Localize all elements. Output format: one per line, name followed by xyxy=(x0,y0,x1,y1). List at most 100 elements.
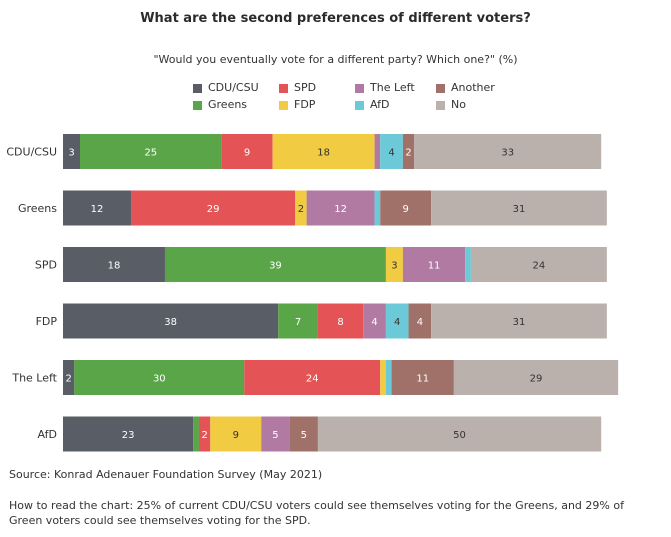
bar-afd-spd xyxy=(198,416,211,452)
bar-spd-fdp xyxy=(385,247,403,282)
chart-title: What are the second preferences of diffe… xyxy=(140,11,531,26)
bar-cdu-csu-spd xyxy=(221,134,273,169)
data-label-cdu-csu-no: 33 xyxy=(501,148,514,159)
data-label-fdp-afd: 4 xyxy=(394,317,400,328)
legend-label-the-left: The Left xyxy=(370,81,415,94)
bar-cdu-csu-afd xyxy=(380,134,403,169)
data-label-fdp-greens: 7 xyxy=(295,317,301,328)
data-label-afd-the-left: 5 xyxy=(272,430,278,441)
legend-label-cdu-csu: CDU/CSU xyxy=(208,81,259,94)
category-label-cdu-csu: CDU/CSU xyxy=(6,146,57,159)
legend-swatch-another xyxy=(436,84,445,93)
data-label-afd-cdu-csu: 23 xyxy=(122,430,135,441)
legend-label-afd: AfD xyxy=(370,98,390,111)
category-label-spd: SPD xyxy=(35,259,57,272)
legend-swatch-cdu-csu xyxy=(193,84,202,93)
bar-greens-cdu-csu xyxy=(63,190,131,226)
bar-cdu-csu-fdp xyxy=(272,134,375,169)
bar-greens-another xyxy=(380,190,432,226)
data-label-afd-another: 5 xyxy=(301,430,307,441)
data-label-the-left-spd: 24 xyxy=(306,374,319,385)
bar-the-left-fdp xyxy=(380,360,386,395)
category-label-greens: Greens xyxy=(18,202,57,215)
bar-fdp-no xyxy=(431,303,607,339)
data-label-cdu-csu-spd: 9 xyxy=(244,148,250,159)
bar-greens-the-left xyxy=(306,190,375,226)
data-label-cdu-csu-fdp: 18 xyxy=(317,148,330,159)
data-label-the-left-no: 29 xyxy=(530,374,543,385)
reading-note: How to read the chart: 25% of current CD… xyxy=(9,499,624,527)
data-label-cdu-csu-cdu-csu: 3 xyxy=(68,148,74,159)
data-label-afd-spd: 2 xyxy=(201,430,207,441)
bar-greens-afd xyxy=(374,190,381,226)
data-label-greens-cdu-csu: 12 xyxy=(91,204,104,215)
bar-spd-afd xyxy=(465,247,471,282)
bar-cdu-csu-the-left xyxy=(374,134,381,169)
bar-cdu-csu-another xyxy=(402,134,415,169)
data-label-greens-another: 9 xyxy=(403,204,409,215)
data-label-fdp-cdu-csu: 38 xyxy=(164,317,177,328)
bar-fdp-greens xyxy=(278,303,318,339)
data-label-fdp-another: 4 xyxy=(417,317,423,328)
category-label-the-left: The Left xyxy=(11,372,57,385)
bar-afd-the-left xyxy=(261,416,290,452)
data-label-the-left-another: 11 xyxy=(416,374,429,385)
bar-the-left-another xyxy=(391,360,454,395)
bar-afd-cdu-csu xyxy=(63,416,194,452)
legend-label-no: No xyxy=(451,98,466,111)
legend-label-spd: SPD xyxy=(294,81,317,94)
bar-greens-fdp xyxy=(295,190,307,226)
data-label-the-left-cdu-csu: 2 xyxy=(65,374,71,385)
legend-label-fdp: FDP xyxy=(294,98,316,111)
data-label-cdu-csu-greens: 25 xyxy=(144,148,157,159)
bar-cdu-csu-no xyxy=(414,134,602,169)
bar-fdp-spd xyxy=(317,303,364,339)
bar-fdp-another xyxy=(408,303,432,339)
bar-the-left-cdu-csu xyxy=(63,360,75,395)
data-label-greens-fdp: 2 xyxy=(298,204,304,215)
bar-afd-another xyxy=(289,416,318,452)
chart-subtitle: "Would you eventually vote for a differe… xyxy=(153,53,518,66)
data-label-greens-spd: 29 xyxy=(207,204,220,215)
data-label-greens-no: 31 xyxy=(513,204,526,215)
data-label-afd-no: 50 xyxy=(453,430,466,441)
data-label-spd-fdp: 3 xyxy=(391,261,397,272)
bar-the-left-no xyxy=(453,360,619,395)
bar-greens-spd xyxy=(130,190,296,226)
bar-afd-greens xyxy=(193,416,199,452)
bar-cdu-csu-greens xyxy=(80,134,222,169)
bar-afd-no xyxy=(317,416,602,452)
data-label-cdu-csu-afd: 4 xyxy=(388,148,394,159)
data-label-fdp-spd: 8 xyxy=(337,317,343,328)
legend-swatch-afd xyxy=(355,101,364,110)
data-label-greens-the-left: 12 xyxy=(334,204,347,215)
legend-swatch-spd xyxy=(279,84,288,93)
category-label-fdp: FDP xyxy=(36,315,58,328)
bar-fdp-afd xyxy=(385,303,409,339)
bar-the-left-afd xyxy=(385,360,392,395)
data-label-afd-fdp: 9 xyxy=(233,430,239,441)
data-label-fdp-no: 31 xyxy=(513,317,526,328)
bar-spd-no xyxy=(470,247,607,282)
legend-label-another: Another xyxy=(451,81,495,94)
bar-cdu-csu-cdu-csu xyxy=(63,134,80,169)
data-label-spd-no: 24 xyxy=(532,261,545,272)
legend-swatch-the-left xyxy=(355,84,364,93)
bar-fdp-cdu-csu xyxy=(63,303,279,339)
data-label-cdu-csu-another: 2 xyxy=(405,148,411,159)
legend-swatch-no xyxy=(436,101,445,110)
category-label-afd: AfD xyxy=(38,428,57,441)
bar-spd-greens xyxy=(164,247,386,282)
bar-fdp-the-left xyxy=(363,303,386,339)
data-label-fdp-the-left: 4 xyxy=(371,317,377,328)
legend-swatch-fdp xyxy=(279,101,288,110)
data-label-spd-greens: 39 xyxy=(269,261,282,272)
bar-greens-no xyxy=(431,190,607,226)
legend-swatch-greens xyxy=(193,101,202,110)
bar-spd-cdu-csu xyxy=(63,247,165,282)
bar-spd-the-left xyxy=(402,247,466,282)
source-note: Source: Konrad Adenauer Foundation Surve… xyxy=(9,468,323,481)
legend-label-greens: Greens xyxy=(208,98,248,111)
bar-the-left-spd xyxy=(244,360,381,395)
